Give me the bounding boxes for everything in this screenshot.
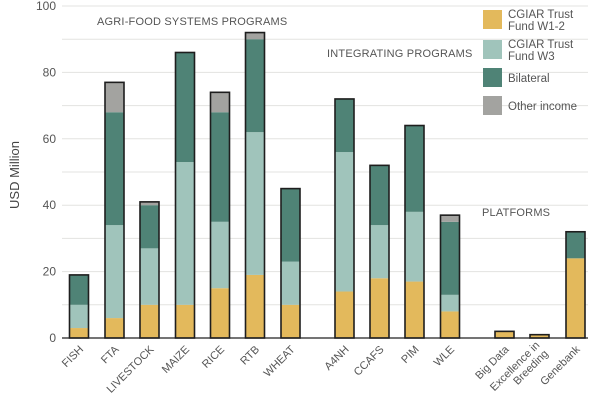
y-tick-label: 100 <box>36 0 56 13</box>
bar-segment <box>175 304 195 338</box>
bar-segment <box>69 328 89 338</box>
legend-label: CGIAR Trust Fund W1-2 <box>508 9 574 33</box>
x-tick-label: RTB <box>238 344 262 368</box>
bar-segment <box>335 291 354 338</box>
x-tick-label: RICE <box>200 344 227 371</box>
x-tick-label: Genebank <box>538 343 583 388</box>
bar-segment <box>405 125 424 212</box>
x-tick-label: WLE <box>432 344 457 369</box>
bar-stack <box>565 230 586 339</box>
bar-segment <box>440 294 460 312</box>
y-tick-label: 80 <box>43 65 57 79</box>
y-tick-label: 60 <box>43 132 57 146</box>
bar-segment <box>245 32 265 40</box>
x-tick-label: FISH <box>60 344 86 370</box>
y-tick-label: 0 <box>49 331 56 345</box>
legend-item: CGIAR Trust Fund W3 <box>483 39 574 63</box>
bar-stack <box>334 98 355 339</box>
legend-swatch <box>483 96 502 115</box>
bar-segment <box>140 304 159 338</box>
bar-segment <box>405 281 424 338</box>
x-tick-label: FTA <box>99 343 122 366</box>
bar-segment <box>210 221 230 289</box>
bar-segment <box>69 274 89 305</box>
x-tick-label: MAIZE <box>160 344 192 376</box>
legend-item: CGIAR Trust Fund W1-2 <box>483 9 574 33</box>
bar-segment <box>440 311 460 338</box>
bar-stack <box>209 91 231 339</box>
x-tick-label: A4NH <box>322 344 351 373</box>
group-labels: AGRI-FOOD SYSTEMS PROGRAMS INTEGRATING PR… <box>97 16 550 219</box>
bar-segment <box>210 288 230 338</box>
bar-segment <box>210 112 230 222</box>
bar-segment <box>370 165 389 226</box>
bar-segment <box>335 152 354 292</box>
y-tick-label: 20 <box>43 265 57 279</box>
bar-segment <box>495 331 514 338</box>
bar-segment <box>105 112 124 226</box>
bar-segment <box>140 248 159 305</box>
legend-label: Bilateral <box>508 73 550 85</box>
legend: CGIAR Trust Fund W1-2 CGIAR Trust Fund W3 Bi… <box>483 9 577 115</box>
bar-stack <box>68 274 90 339</box>
bar-segment <box>370 278 389 338</box>
legend-item: Bilateral <box>483 68 550 87</box>
x-tick-label: PIM <box>399 344 421 366</box>
bar-segment <box>105 318 124 338</box>
bar-segment <box>210 92 230 113</box>
bar-segment <box>440 215 460 222</box>
bar-segment <box>440 221 460 295</box>
bar-segment <box>69 304 89 329</box>
bar-segment <box>140 201 159 206</box>
legend-swatch <box>483 68 502 87</box>
bar-stack <box>280 187 301 339</box>
x-tick-label: WHEAT <box>262 343 298 379</box>
bar-stack <box>494 330 515 339</box>
bar-segment <box>105 82 124 113</box>
bar-segment <box>245 39 265 133</box>
legend-swatch <box>483 40 502 59</box>
group-label: INTEGRATING PROGRAMS <box>327 48 473 60</box>
bar-segment <box>245 274 265 338</box>
legend-swatch <box>483 10 502 29</box>
y-tick-label: 40 <box>43 198 57 212</box>
bar-stack <box>439 214 461 339</box>
legend-label: Other income <box>508 101 577 113</box>
y-axis-ticks: 0 20 40 60 80 100 <box>36 0 56 345</box>
bar-segment <box>140 205 159 249</box>
bar-segment <box>281 304 300 338</box>
bar-stack <box>404 124 425 339</box>
legend-label: CGIAR Trust Fund W3 <box>508 39 574 63</box>
bar-segment <box>566 258 585 338</box>
bar-segment <box>530 334 549 338</box>
bar-segment <box>245 132 265 275</box>
bar-stack <box>139 201 160 339</box>
bar-stack <box>104 81 125 339</box>
bar-segment <box>281 261 300 305</box>
group-label: PLATFORMS <box>482 207 550 219</box>
bar-stack <box>174 51 196 339</box>
legend-item: Other income <box>483 96 577 115</box>
bar-segment <box>175 52 195 163</box>
bar-segment <box>105 225 124 319</box>
bar-segment <box>405 211 424 282</box>
bar-segment <box>566 231 585 259</box>
bar-stack <box>244 31 266 339</box>
x-tick-label: CCAFS <box>352 344 387 379</box>
bar-segment <box>175 162 195 305</box>
y-axis-label: USD Million <box>7 141 22 209</box>
bar-segment <box>370 225 389 279</box>
bar-stack <box>369 164 390 339</box>
bar-segment <box>281 188 300 262</box>
group-label: AGRI-FOOD SYSTEMS PROGRAMS <box>97 16 287 28</box>
bar-segment <box>335 98 354 153</box>
